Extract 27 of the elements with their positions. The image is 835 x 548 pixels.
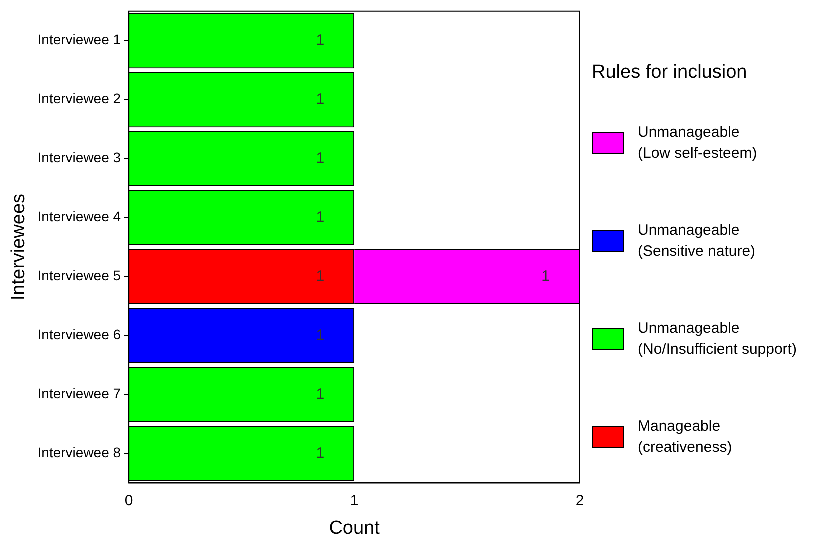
data-label: 1 — [316, 32, 325, 50]
y-tick-label: Interviewee 8 — [38, 444, 122, 461]
y-tick-label: Interviewee 5 — [38, 268, 122, 284]
y-tick-label: Interviewee 1 — [38, 32, 122, 48]
data-label: 1 — [316, 444, 325, 462]
legend-label: Manageable (creativeness) — [638, 417, 732, 458]
data-label: 1 — [316, 268, 325, 285]
legend-label: Unmanageable (No/Insufficient support) — [638, 319, 797, 360]
x-tick-label: 1 — [350, 492, 359, 510]
data-label: 1 — [316, 91, 325, 108]
x-tick-label: 0 — [124, 492, 134, 510]
legend-label: Unmanageable (Low self-esteem) — [638, 123, 758, 164]
data-label: 1 — [316, 386, 325, 403]
y-tick-label: Interviewee 7 — [38, 386, 122, 402]
data-label: 1 — [542, 268, 550, 285]
y-axis-title: Interviewees — [8, 194, 30, 301]
data-label: 1 — [316, 326, 325, 344]
x-axis-title: Count — [329, 518, 381, 539]
legend-title: Rules for inclusion — [592, 62, 748, 84]
data-label: 1 — [316, 208, 325, 226]
data-label: 1 — [316, 150, 325, 167]
y-tick-label: Interviewee 2 — [38, 90, 122, 107]
legend-label: Unmanageable (Sensitive nature) — [638, 221, 756, 262]
y-tick-label: Interviewee 6 — [38, 326, 122, 343]
x-tick-label: 2 — [576, 492, 584, 510]
y-tick-label: Interviewee 3 — [38, 150, 122, 166]
y-tick-label: Interviewee 4 — [38, 208, 122, 225]
